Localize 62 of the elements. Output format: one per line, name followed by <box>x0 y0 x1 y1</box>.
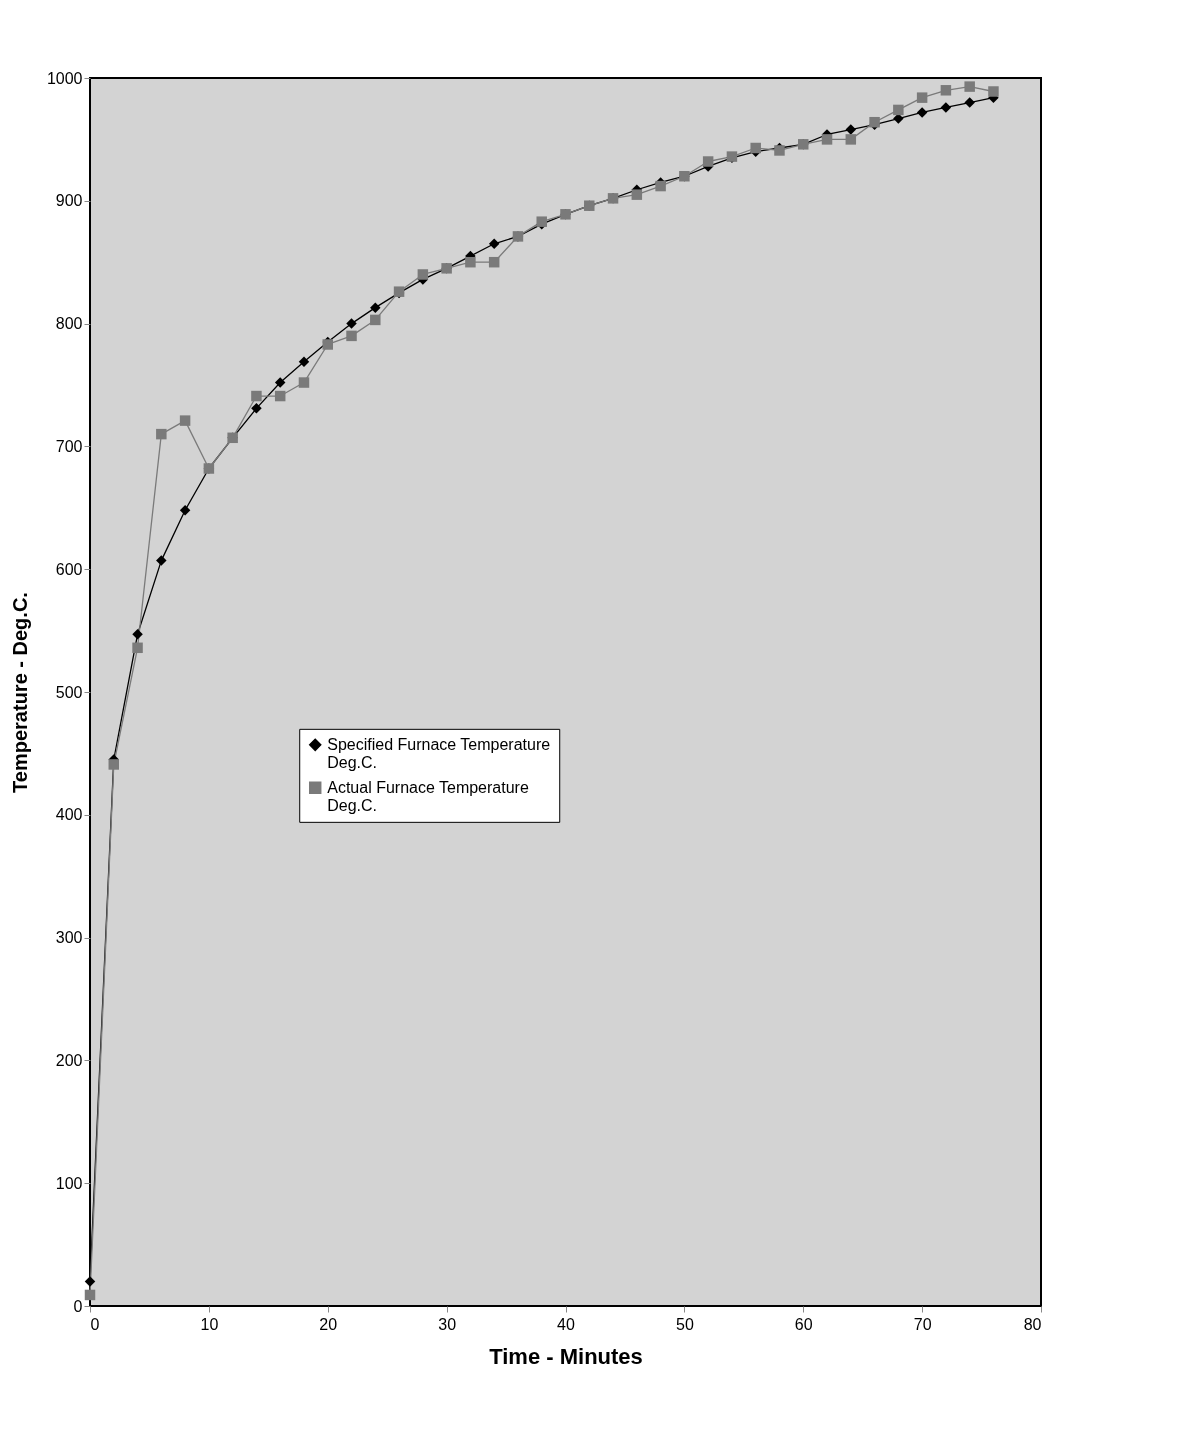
x-tick-label: 60 <box>794 1315 813 1333</box>
point <box>655 180 666 192</box>
point <box>370 314 381 326</box>
point <box>488 256 500 268</box>
point <box>988 86 999 97</box>
point <box>488 238 500 250</box>
y-tick-label: 0 <box>73 1297 83 1315</box>
point <box>84 1289 96 1301</box>
point <box>179 505 191 516</box>
point <box>132 642 143 654</box>
point <box>274 377 286 388</box>
point <box>417 269 429 280</box>
point <box>156 428 167 440</box>
y-tick-label: 1000 <box>46 69 83 87</box>
x-tick-label: 20 <box>319 1315 338 1333</box>
point <box>702 156 714 167</box>
x-tick-label: 10 <box>200 1315 219 1333</box>
x-tick-label: 0 <box>90 1315 100 1333</box>
point <box>964 81 975 92</box>
x-tick-label: 30 <box>438 1315 457 1333</box>
point <box>916 92 928 103</box>
point <box>845 134 857 145</box>
x-tick-label: 40 <box>557 1315 575 1333</box>
point <box>251 403 262 414</box>
point <box>84 1276 96 1287</box>
x-tick-label: 50 <box>675 1315 694 1333</box>
point <box>251 390 262 402</box>
point <box>821 134 833 145</box>
point <box>346 318 357 329</box>
point <box>893 104 904 116</box>
y-tick-label: 600 <box>55 560 83 578</box>
x-axis-title: Time - Minutes <box>489 1343 643 1369</box>
y-tick-label: 400 <box>55 806 83 824</box>
legend-label: Specified Furnace Temperature Deg.C. <box>327 735 551 771</box>
legend-label: Actual Furnace Temperature Deg.C. <box>327 778 529 814</box>
y-axis-title: Temperature - Deg.C. <box>8 592 31 793</box>
point <box>179 415 191 426</box>
point <box>156 555 167 566</box>
point <box>940 85 952 96</box>
point <box>298 377 310 388</box>
point <box>346 330 357 342</box>
y-tick-label: 100 <box>55 1174 83 1192</box>
point <box>964 97 975 108</box>
point <box>631 189 643 200</box>
x-tick-label: 70 <box>913 1315 932 1333</box>
point <box>274 390 286 402</box>
point <box>940 102 952 113</box>
point <box>298 356 310 367</box>
y-tick-label: 200 <box>55 1051 83 1069</box>
y-tick-label: 500 <box>55 683 83 701</box>
point <box>370 302 381 313</box>
y-tick-label: 300 <box>55 929 83 947</box>
y-tick-label: 700 <box>55 437 83 455</box>
x-tick-label: 80 <box>1023 1315 1042 1333</box>
point <box>108 759 120 770</box>
point <box>916 107 928 118</box>
point <box>465 256 476 268</box>
y-tick-label: 800 <box>55 315 83 333</box>
y-tick-label: 900 <box>55 192 83 210</box>
point <box>750 142 761 154</box>
point <box>132 629 143 640</box>
point <box>845 124 857 135</box>
